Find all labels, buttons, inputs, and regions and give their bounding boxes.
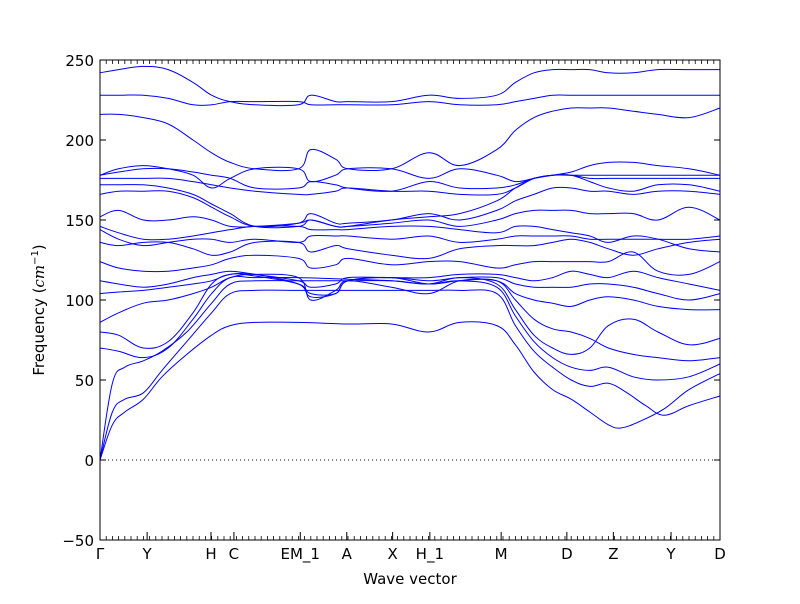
x-tick-label: Y (665, 545, 676, 563)
x-axis-label: Wave vector (363, 570, 457, 588)
y-tick-label: −50 (62, 532, 94, 550)
y-axis-label-paren-close: ) (30, 244, 48, 250)
y-tick-label: 250 (65, 52, 94, 70)
x-tick-label: EM_1 (281, 545, 320, 564)
x-tick-label: A (342, 545, 353, 563)
x-tick-label: H (205, 545, 216, 563)
x-tick-label: Γ (96, 545, 105, 563)
x-tick-label: Y (142, 545, 153, 563)
band-line-9 (99, 251, 721, 276)
y-axis-label-text: Frequency (30, 293, 48, 375)
y-tick-label: 200 (65, 132, 94, 150)
y-axis-label-unit: cm (30, 265, 48, 288)
x-axis: Γ Y H C EM_1 A X H_1 M D Z Y D (96, 60, 726, 564)
band-line-13 (99, 206, 721, 228)
plot-frame (99, 59, 721, 541)
band-line-17 (99, 167, 720, 192)
band-line-5 (99, 273, 721, 362)
y-tick-label: 0 (84, 452, 94, 470)
band-line-1 (99, 321, 721, 461)
x-tick-label: M (495, 545, 508, 563)
x-tick-label: D (714, 545, 726, 563)
band-line-14 (99, 186, 721, 228)
band-line-4 (99, 275, 721, 359)
x-tick-label: C (229, 545, 239, 563)
band-line-10 (99, 238, 721, 260)
band-line-11 (99, 229, 721, 247)
x-tick-label: D (561, 545, 573, 563)
y-tick-label: 50 (75, 372, 94, 390)
y-axis-label-unit-exp: −1 (30, 250, 41, 265)
band-line-3 (99, 280, 721, 461)
band-line-19 (99, 107, 721, 172)
y-axis: −50 0 50 100 150 200 250 (62, 52, 720, 550)
y-tick-label: 150 (65, 212, 94, 230)
band-line-8 (99, 270, 721, 291)
band-line-16 (100, 174, 720, 196)
y-tick-label: 100 (65, 292, 94, 310)
plot-lines (99, 65, 721, 461)
x-tick-label: H_1 (416, 545, 444, 564)
band-line-15 (100, 174, 721, 229)
x-tick-label: Z (608, 545, 618, 563)
band-line-21 (99, 65, 720, 107)
band-line-7 (99, 272, 721, 301)
y-axis-label-paren-open: ( (30, 288, 48, 294)
band-line-12 (99, 225, 721, 253)
x-tick-label: X (387, 545, 397, 563)
band-line-20 (100, 94, 720, 106)
band-line-2 (99, 289, 721, 461)
band-line-18 (99, 161, 721, 189)
band-line-6 (99, 273, 721, 323)
y-axis-label: Frequency (cm−1) (30, 244, 48, 375)
